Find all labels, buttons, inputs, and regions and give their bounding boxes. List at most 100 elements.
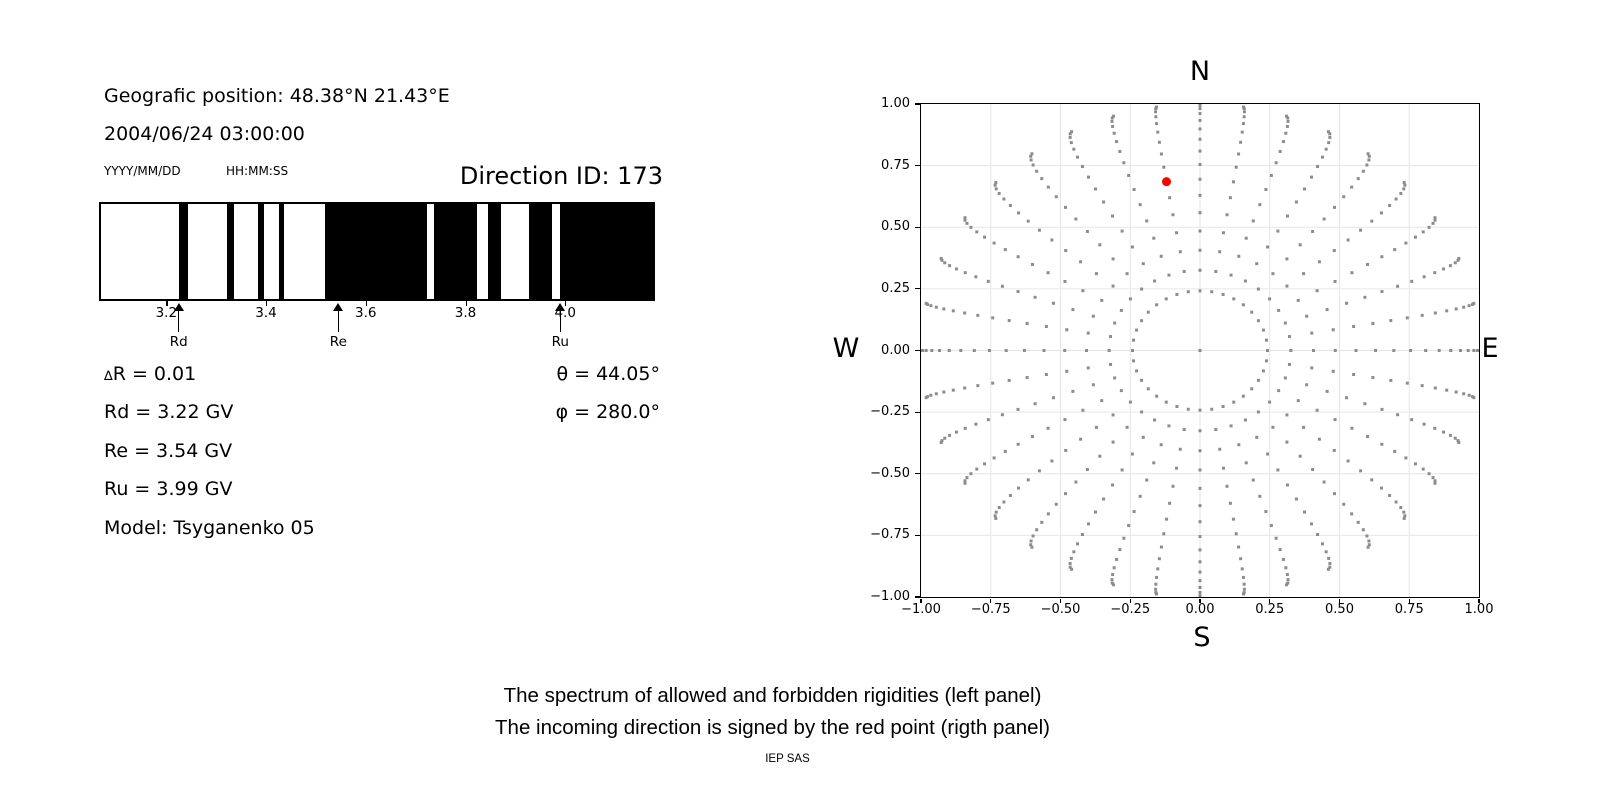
scatter-dot <box>1022 348 1026 352</box>
scatter-dot <box>1231 179 1235 183</box>
scatter-dot <box>1068 135 1072 139</box>
scatter-dot <box>1166 423 1170 427</box>
scatter-dot <box>1154 105 1158 109</box>
scatter-dot <box>1251 218 1255 222</box>
scatter-dot <box>1016 486 1020 490</box>
scatter-dot <box>1198 137 1201 141</box>
scatter-dot <box>1249 310 1253 314</box>
scatter-dot <box>1402 513 1406 517</box>
scatter-dot <box>1198 228 1201 232</box>
scatter-dot <box>1112 375 1116 379</box>
scatter-dot <box>974 467 978 471</box>
scatter-dot <box>1456 258 1460 262</box>
scatter-dot <box>1433 385 1437 389</box>
scatter-dot <box>1078 259 1082 263</box>
scatter-dot <box>1153 109 1157 113</box>
scatter-dot <box>1117 149 1121 153</box>
allowed-band <box>434 204 478 299</box>
geographic-position-text: Geografic position: 48.38°N 21.43°E <box>104 85 450 107</box>
scatter-dot <box>1309 331 1313 335</box>
scatter-dot <box>1456 440 1460 444</box>
scatter-dot <box>1254 435 1258 439</box>
scatter-dot <box>1110 581 1114 585</box>
scatter-dot <box>1198 193 1201 197</box>
scatter-dot <box>1256 318 1260 322</box>
scatter-dot <box>1046 185 1050 189</box>
scatter-dot <box>947 348 951 352</box>
scatter-dot <box>1315 532 1319 536</box>
scatter-dot <box>1016 254 1020 258</box>
scatter-dot <box>997 505 1001 509</box>
scatter-x-tick-label: 0.25 <box>1255 602 1285 617</box>
scatter-dot <box>1298 454 1302 458</box>
scatter-dot <box>1054 502 1058 506</box>
scatter-dot <box>1110 572 1114 576</box>
scatter-dot <box>1198 162 1201 166</box>
scatter-dot <box>1174 230 1178 234</box>
scatter-dot <box>1029 151 1033 155</box>
cutoff-arrow-icon <box>333 303 344 311</box>
scatter-dot <box>1427 225 1431 229</box>
scatter-dot <box>1432 270 1436 274</box>
scatter-dot <box>1238 556 1242 560</box>
scatter-y-tick <box>915 103 920 105</box>
scatter-dot <box>1153 582 1157 586</box>
scatter-dot <box>1159 152 1163 156</box>
scatter-dot <box>1112 131 1116 135</box>
compass-west-label: W <box>832 333 860 364</box>
scatter-dot <box>1159 544 1163 548</box>
scatter-dot <box>1461 391 1465 395</box>
scatter-dot <box>1274 160 1278 164</box>
credit-text: IEP SAS <box>765 753 810 765</box>
scatter-dot <box>1234 165 1238 169</box>
scatter-dot <box>1441 430 1445 434</box>
scatter-dot <box>1099 398 1103 402</box>
red-direction-point <box>1161 176 1171 186</box>
scatter-dot <box>941 390 945 394</box>
scatter-dot <box>1198 570 1201 574</box>
scatter-dot <box>1186 289 1190 293</box>
scatter-dot <box>1198 519 1201 523</box>
scatter-dot <box>994 186 998 190</box>
scatter-dot <box>1026 219 1030 223</box>
scatter-dot <box>1049 458 1053 462</box>
rigidity-spectrum-plot <box>99 202 655 301</box>
scatter-dot <box>1243 278 1247 282</box>
scatter-dot <box>1326 140 1330 144</box>
scatter-dot <box>1284 582 1288 586</box>
scatter-dot <box>1270 425 1274 429</box>
scatter-dot <box>1379 289 1383 293</box>
scatter-dot <box>968 225 972 229</box>
scatter-dot <box>1241 575 1245 579</box>
scatter-dot <box>1217 447 1221 451</box>
scatter-dot <box>1170 484 1174 488</box>
scatter-dot <box>1322 480 1326 484</box>
scatter-dot <box>1431 221 1435 225</box>
scatter-dot <box>1257 202 1261 206</box>
scatter-dot <box>1198 559 1201 563</box>
scatter-dot <box>1025 321 1029 325</box>
scatter-dot <box>1344 395 1348 399</box>
scatter-dot <box>1309 521 1313 525</box>
scatter-dot <box>1178 447 1182 451</box>
scatter-dot <box>1154 121 1158 125</box>
cutoff-arrow-label: Ru <box>551 334 569 350</box>
scatter-dot <box>1294 199 1298 203</box>
scatter-dot <box>1265 452 1269 456</box>
scatter-dot <box>1471 348 1475 352</box>
scatter-dot <box>1063 448 1067 452</box>
scatter-dot <box>1441 266 1445 270</box>
scatter-dot <box>1257 494 1261 498</box>
scatter-dot <box>1256 409 1260 413</box>
re-value-text: Re = 3.54 GV <box>104 440 233 462</box>
scatter-dot <box>1084 348 1088 352</box>
scatter-dot <box>968 471 972 475</box>
scatter-dot <box>1130 452 1134 456</box>
scatter-dot <box>975 383 979 387</box>
scatter-dot <box>1320 541 1324 545</box>
scatter-x-tick <box>1269 598 1271 603</box>
scatter-dot <box>929 348 933 352</box>
scatter-dot <box>1269 173 1273 177</box>
scatter-dot <box>1301 425 1305 429</box>
caption-line-1: The spectrum of allowed and forbidden ri… <box>503 684 1042 707</box>
